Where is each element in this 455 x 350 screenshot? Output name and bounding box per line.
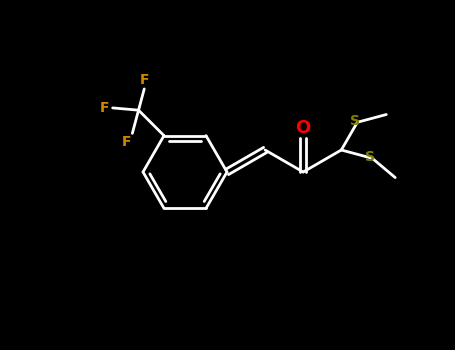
- Text: O: O: [296, 119, 311, 137]
- Text: F: F: [140, 73, 149, 87]
- Text: S: S: [350, 114, 360, 128]
- Text: S: S: [365, 150, 375, 164]
- Text: F: F: [100, 101, 109, 115]
- Text: F: F: [121, 135, 131, 149]
